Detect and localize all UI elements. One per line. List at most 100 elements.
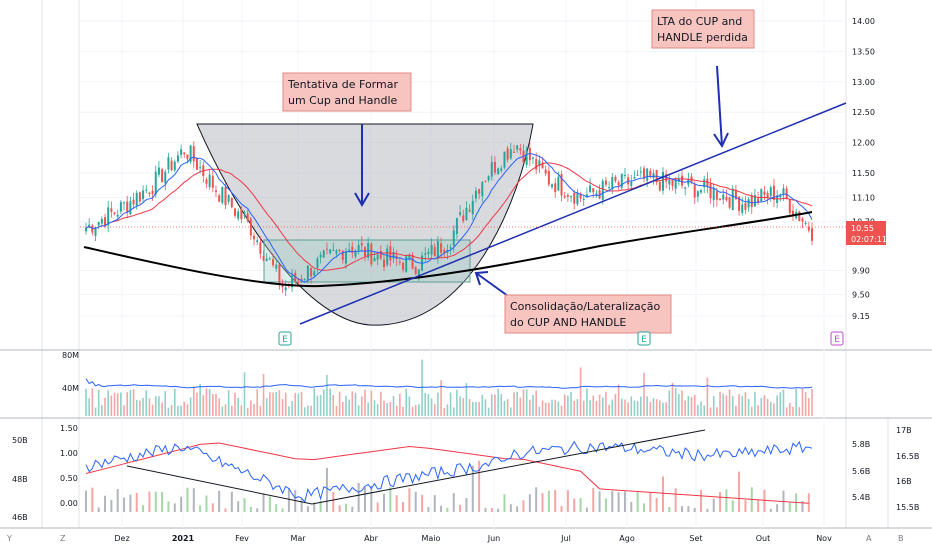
volume-bar	[627, 402, 629, 416]
indicator-trendline[interactable]	[126, 429, 706, 505]
cup-shape[interactable]	[196, 123, 534, 326]
indicator-line-blue[interactable]	[85, 440, 813, 503]
volume-bar	[782, 389, 785, 416]
volume-bar	[541, 400, 544, 416]
event-marker-3[interactable]: E	[830, 331, 844, 346]
volume-bar	[652, 398, 655, 416]
volume-bar	[465, 383, 468, 416]
indicator-bar	[566, 490, 569, 512]
trendline-lta[interactable]	[299, 102, 847, 325]
volume-bar	[703, 405, 706, 416]
candle-body	[246, 213, 249, 221]
volume-bar	[341, 401, 344, 416]
time-tick-7: Jul	[560, 534, 571, 543]
candle-body	[772, 185, 775, 200]
volume-bar	[760, 398, 763, 416]
indicator-bar	[693, 508, 696, 512]
volume-bar	[801, 388, 804, 416]
volume-bar	[437, 392, 439, 416]
candle-body	[760, 189, 763, 202]
volume-bar	[614, 393, 617, 416]
indicator-bar	[395, 495, 398, 512]
indicator-bar	[243, 498, 246, 512]
candle-body	[734, 189, 737, 200]
indicator-bar	[224, 508, 227, 512]
event-marker-2[interactable]: E	[637, 331, 651, 346]
volume-bar	[145, 390, 148, 416]
volume-bar	[294, 393, 297, 416]
volume-bar	[548, 402, 550, 416]
candle-body	[636, 174, 639, 176]
arrow-lta[interactable]	[713, 65, 729, 149]
volume-bar	[459, 396, 461, 416]
candle-body	[487, 176, 490, 181]
corner-label-a[interactable]: A	[866, 534, 872, 543]
indicator-bar	[459, 504, 462, 512]
moving-average-blue[interactable]	[85, 152, 813, 283]
volume-bar	[624, 399, 626, 416]
indicator-bar	[560, 506, 563, 512]
indicator-bar	[611, 490, 614, 512]
candle-body	[658, 181, 661, 191]
arrow-cup[interactable]	[354, 124, 370, 207]
indicator-bar	[554, 489, 557, 512]
volume-moving-average[interactable]	[85, 378, 813, 389]
candle-body	[116, 214, 119, 217]
volume-bar	[151, 404, 154, 416]
indicator-line-red[interactable]	[85, 442, 809, 504]
volume-bar	[497, 388, 499, 416]
time-axis[interactable]: Dez 2021 Fev Mar Abr Maio Jun Jul Ago Set Out Nov	[114, 534, 832, 543]
candle-body	[630, 182, 633, 187]
candle-body	[715, 191, 718, 200]
candle-body	[554, 183, 557, 193]
time-tick-9: Set	[689, 534, 702, 543]
note-consolidation[interactable]: Consolidação/Lateralização do CUP AND HA…	[504, 294, 672, 334]
candle-body	[706, 178, 709, 187]
candle-body	[465, 207, 468, 220]
corner-label-b[interactable]: B	[898, 534, 904, 543]
moving-average-red[interactable]	[85, 162, 813, 271]
indicator-bar	[421, 494, 424, 512]
candle-body	[262, 255, 265, 261]
volume-bar	[414, 405, 417, 416]
volume-bar	[640, 396, 642, 416]
candle-body	[329, 249, 332, 254]
volume-bar	[662, 402, 664, 416]
indicator-bar	[319, 500, 322, 512]
time-tick-2: Fev	[235, 534, 249, 543]
volume-bar	[161, 402, 163, 416]
arrow-consolidation[interactable]	[474, 271, 509, 297]
volume-bar	[272, 392, 274, 416]
time-tick-0: Dez	[114, 534, 129, 543]
candle-body	[535, 159, 538, 170]
moving-average-200[interactable]	[83, 211, 813, 288]
candle-body	[687, 178, 690, 185]
candle-body	[303, 278, 306, 280]
volume-bar	[269, 392, 271, 416]
candle-body	[243, 215, 246, 217]
volume-bar	[443, 407, 446, 416]
time-tick-11: Nov	[816, 534, 832, 543]
candle-body	[525, 150, 528, 165]
event-marker-1[interactable]: E	[278, 331, 292, 346]
indicator-bar	[129, 494, 132, 512]
indicator-outer-tick-50b: 50B	[12, 436, 28, 445]
volume-bar	[383, 400, 385, 416]
note-lta-lost[interactable]: LTA do CUP and HANDLE perdida	[651, 9, 755, 49]
volume-bar	[386, 403, 388, 416]
volume-bar	[85, 388, 87, 416]
candle-body	[722, 194, 725, 200]
indicator-bar	[338, 505, 341, 512]
corner-label-y[interactable]: Y	[6, 534, 12, 543]
corner-label-z[interactable]: Z	[60, 534, 66, 543]
note-cup-attempt[interactable]: Tentativa de Formar um Cup and Handle	[282, 72, 412, 112]
indicator-bar	[148, 491, 151, 512]
candle-body	[668, 179, 671, 185]
candle-body	[779, 194, 782, 198]
volume-bar	[126, 392, 129, 416]
candle-body	[700, 189, 703, 193]
candle-body	[541, 162, 544, 169]
indicator-bar	[446, 507, 449, 512]
volume-bar	[668, 390, 671, 416]
